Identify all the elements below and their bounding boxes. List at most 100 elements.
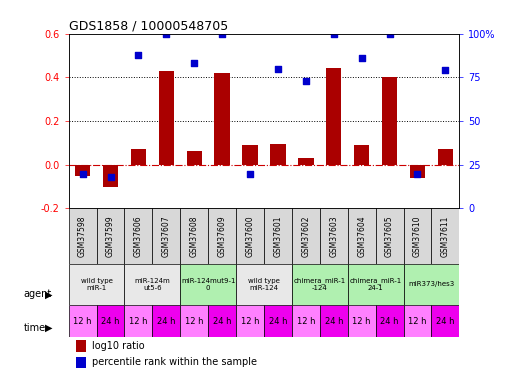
Bar: [131, 150, 146, 165]
Point: [301, 78, 310, 84]
Bar: [403, 264, 459, 305]
Text: agent: agent: [24, 290, 52, 299]
Bar: [125, 209, 153, 264]
Text: GSM37611: GSM37611: [441, 215, 450, 257]
Text: log10 ratio: log10 ratio: [92, 341, 145, 351]
Point: [190, 60, 199, 66]
Bar: [354, 145, 370, 165]
Point: [385, 31, 394, 37]
Bar: [208, 209, 236, 264]
Text: time: time: [24, 323, 46, 333]
Bar: [431, 305, 459, 337]
Text: ▶: ▶: [45, 290, 52, 299]
Text: 24 h: 24 h: [269, 316, 287, 326]
Text: 24 h: 24 h: [101, 316, 120, 326]
Bar: [180, 264, 236, 305]
Text: GSM37605: GSM37605: [385, 215, 394, 257]
Bar: [158, 71, 174, 165]
Bar: [292, 305, 320, 337]
Text: 24 h: 24 h: [436, 316, 455, 326]
Bar: [180, 209, 208, 264]
Bar: [320, 209, 348, 264]
Text: wild type
miR-124: wild type miR-124: [248, 278, 280, 291]
Text: 12 h: 12 h: [241, 316, 259, 326]
Text: chimera_miR-1
24-1: chimera_miR-1 24-1: [350, 278, 402, 291]
Bar: [69, 305, 97, 337]
Point: [441, 68, 450, 74]
Bar: [236, 209, 264, 264]
Text: wild type
miR-1: wild type miR-1: [81, 278, 112, 291]
Text: 12 h: 12 h: [408, 316, 427, 326]
Text: 12 h: 12 h: [352, 316, 371, 326]
Point: [357, 55, 366, 61]
Text: 12 h: 12 h: [73, 316, 92, 326]
Text: 24 h: 24 h: [157, 316, 176, 326]
Bar: [236, 305, 264, 337]
Bar: [186, 151, 202, 165]
Text: chimera_miR-1
-124: chimera_miR-1 -124: [294, 278, 346, 291]
Bar: [214, 73, 230, 165]
Text: GSM37601: GSM37601: [274, 215, 282, 257]
Bar: [403, 209, 431, 264]
Text: 12 h: 12 h: [297, 316, 315, 326]
Bar: [348, 305, 375, 337]
Bar: [125, 264, 180, 305]
Bar: [75, 165, 90, 176]
Bar: [382, 77, 397, 165]
Point: [329, 31, 338, 37]
Point: [246, 171, 254, 177]
Text: GSM37606: GSM37606: [134, 215, 143, 257]
Bar: [208, 305, 236, 337]
Bar: [69, 264, 125, 305]
Text: GSM37604: GSM37604: [357, 215, 366, 257]
Bar: [153, 305, 180, 337]
Text: miR-124mut9-1
0: miR-124mut9-1 0: [181, 278, 235, 291]
Text: GSM37610: GSM37610: [413, 215, 422, 257]
Bar: [77, 340, 86, 352]
Point: [413, 171, 422, 177]
Text: GSM37598: GSM37598: [78, 215, 87, 257]
Text: miR373/hes3: miR373/hes3: [408, 281, 455, 287]
Text: GSM37599: GSM37599: [106, 215, 115, 257]
Point: [274, 66, 282, 72]
Text: GSM37608: GSM37608: [190, 215, 199, 257]
Text: GSM37607: GSM37607: [162, 215, 171, 257]
Bar: [103, 165, 118, 187]
Bar: [431, 209, 459, 264]
Bar: [292, 264, 348, 305]
Bar: [97, 209, 125, 264]
Text: GSM37600: GSM37600: [246, 215, 254, 257]
Bar: [69, 209, 97, 264]
Bar: [438, 150, 453, 165]
Bar: [77, 357, 86, 368]
Bar: [348, 209, 375, 264]
Bar: [326, 68, 342, 165]
Text: GSM37609: GSM37609: [218, 215, 227, 257]
Text: 24 h: 24 h: [213, 316, 231, 326]
Bar: [298, 158, 314, 165]
Text: 12 h: 12 h: [185, 316, 203, 326]
Bar: [153, 209, 180, 264]
Text: miR-124m
ut5-6: miR-124m ut5-6: [135, 278, 170, 291]
Bar: [264, 209, 292, 264]
Bar: [410, 165, 425, 178]
Bar: [236, 264, 292, 305]
Point: [162, 31, 171, 37]
Bar: [270, 144, 286, 165]
Bar: [403, 305, 431, 337]
Text: GSM37603: GSM37603: [329, 215, 338, 257]
Bar: [348, 264, 403, 305]
Bar: [97, 305, 125, 337]
Bar: [242, 145, 258, 165]
Bar: [320, 305, 348, 337]
Bar: [180, 305, 208, 337]
Point: [78, 171, 87, 177]
Bar: [375, 305, 403, 337]
Point: [218, 31, 227, 37]
Text: ▶: ▶: [45, 323, 52, 333]
Bar: [125, 305, 153, 337]
Bar: [375, 209, 403, 264]
Point: [106, 174, 115, 180]
Bar: [264, 305, 292, 337]
Text: GDS1858 / 10000548705: GDS1858 / 10000548705: [69, 20, 228, 33]
